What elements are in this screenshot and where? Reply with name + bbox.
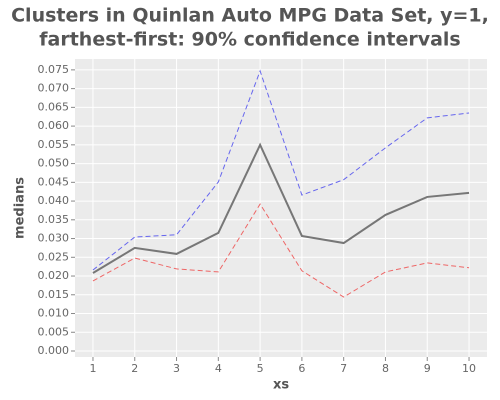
y-tick-label: 0.065 <box>38 100 70 113</box>
y-tick-label: 0.055 <box>38 138 70 151</box>
y-tick-label: 0.015 <box>38 288 70 301</box>
y-tick-label: 0.020 <box>38 269 70 282</box>
y-tick-label: 0.045 <box>38 175 70 188</box>
plot-background <box>75 59 487 357</box>
x-tick-label: 6 <box>298 362 305 375</box>
y-tick-label: 0.025 <box>38 250 70 263</box>
y-tick-label: 0.060 <box>38 119 70 132</box>
x-tick-label: 5 <box>257 362 264 375</box>
x-tick-label: 10 <box>462 362 476 375</box>
y-tick-label: 0.000 <box>38 344 70 357</box>
x-tick-label: 2 <box>131 362 138 375</box>
chart-title: farthest-first: 90% confidence intervals <box>39 29 461 51</box>
x-tick-label: 4 <box>215 362 222 375</box>
data-line <box>92 203 470 298</box>
y-tick-label: 0.030 <box>38 232 70 245</box>
x-tick-label: 8 <box>382 362 389 375</box>
chart-title: Clusters in Quinlan Auto MPG Data Set, y… <box>11 5 489 27</box>
data-line <box>92 142 470 274</box>
y-tick-label: 0.040 <box>38 194 70 207</box>
x-tick-label: 9 <box>424 362 431 375</box>
x-axis-label: xs <box>273 378 289 393</box>
y-tick-label: 0.050 <box>38 157 70 170</box>
y-tick-label: 0.075 <box>38 63 70 76</box>
y-tick-label: 0.005 <box>38 325 70 338</box>
x-tick-label: 7 <box>340 362 347 375</box>
y-tick-label: 0.070 <box>38 82 70 95</box>
y-tick-label: 0.010 <box>38 307 70 320</box>
y-axis-label: medians <box>13 177 28 239</box>
x-tick-label: 1 <box>89 362 96 375</box>
y-tick-label: 0.035 <box>38 213 70 226</box>
x-tick-label: 3 <box>173 362 180 375</box>
data-line <box>92 69 470 271</box>
